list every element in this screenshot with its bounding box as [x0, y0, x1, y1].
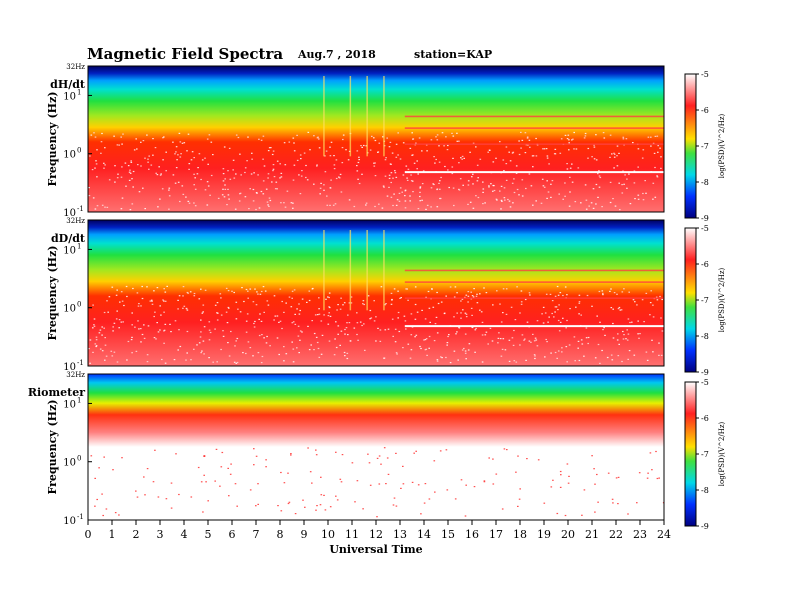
x-tick-label-6: 6: [229, 528, 236, 541]
colorbar-tick-3-1: -6: [701, 414, 709, 423]
y-tick-label-3-0: 10: [63, 399, 76, 410]
x-tick-label-1: 1: [109, 528, 116, 541]
colorbar-tick-2-2: -7: [701, 296, 709, 305]
x-tick-label-7: 7: [253, 528, 260, 541]
top-freq-label-3: 32Hz: [66, 371, 85, 379]
colorbar-tick-2-0: -5: [701, 224, 709, 233]
y-tick-label-3-1: 10: [63, 458, 76, 469]
x-tick-label-18: 18: [513, 528, 527, 541]
top-freq-label-2: 32Hz: [66, 217, 85, 225]
y-axis-label-3: Frequency (Hz): [46, 399, 59, 494]
x-tick-label-4: 4: [181, 528, 188, 541]
y-axis-label-1: Frequency (Hz): [46, 91, 59, 186]
colorbar-tick-1-1: -6: [701, 106, 709, 115]
x-tick-label-15: 15: [441, 528, 455, 541]
y-tick-exp-2-1: 0: [77, 301, 81, 309]
x-tick-label-24: 24: [657, 528, 671, 541]
y-tick-label-2-0: 10: [63, 245, 76, 256]
colorbar-tick-3-2: -7: [701, 450, 709, 459]
y-axis-label-2: Frequency (Hz): [46, 245, 59, 340]
colorbar-tick-2-1: -6: [701, 260, 709, 269]
x-tick-label-19: 19: [537, 528, 551, 541]
spectrogram-texture-2: [88, 285, 664, 364]
spectrogram-texture-1: [88, 131, 662, 211]
x-tick-label-8: 8: [277, 528, 284, 541]
colorbar-tick-2-3: -8: [701, 332, 709, 341]
panel-label-3: Riometer: [28, 386, 85, 399]
y-tick-exp-1-2: -1: [77, 205, 84, 213]
x-tick-label-9: 9: [301, 528, 308, 541]
y-tick-label-1-0: 10: [63, 91, 76, 102]
y-tick-label-2-2: 10: [63, 362, 76, 373]
colorbar-label-1: log(PSD)(V^2/Hz): [718, 113, 726, 178]
y-tick-exp-3-1: 0: [77, 455, 81, 463]
x-tick-label-22: 22: [609, 528, 623, 541]
y-tick-exp-2-0: 1: [77, 242, 81, 250]
colorbar-tick-3-4: -9: [701, 522, 709, 531]
colorbar-2: [684, 227, 697, 373]
colorbar-tick-3-3: -8: [701, 486, 709, 495]
y-tick-label-1-2: 10: [63, 208, 76, 219]
x-tick-label-12: 12: [369, 528, 383, 541]
spectrogram-2: [88, 220, 664, 366]
y-tick-exp-1-1: 0: [77, 147, 81, 155]
panel-label-2: dD/dt: [51, 232, 86, 245]
x-tick-label-17: 17: [489, 528, 503, 541]
y-tick-exp-2-2: -1: [77, 359, 84, 367]
colorbar-tick-3-0: -5: [701, 378, 709, 387]
colorbar-label-3: log(PSD)(V^2/Hz): [718, 421, 726, 486]
y-tick-exp-3-0: 1: [77, 396, 81, 404]
y-tick-label-2-1: 10: [63, 304, 76, 315]
y-tick-exp-3-2: -1: [77, 513, 84, 521]
colorbar-3: [684, 381, 697, 527]
y-tick-label-3-2: 10: [63, 516, 76, 527]
colorbar-tick-1-0: -5: [701, 70, 709, 79]
colorbar-label-2: log(PSD)(V^2/Hz): [718, 267, 726, 332]
colorbar-tick-1-2: -7: [701, 142, 709, 151]
panel-label-1: dH/dt: [50, 78, 86, 91]
colorbar-1: [684, 73, 697, 219]
x-tick-label-13: 13: [393, 528, 407, 541]
x-tick-label-23: 23: [633, 528, 647, 541]
date-label: Aug.7 , 2018: [298, 48, 376, 61]
x-tick-label-0: 0: [85, 528, 92, 541]
spectrogram-3: [88, 374, 664, 520]
x-tick-label-11: 11: [345, 528, 359, 541]
colorbar-tick-1-4: -9: [701, 214, 709, 223]
colorbar-tick-2-4: -9: [701, 368, 709, 377]
x-axis-label: Universal Time: [329, 543, 422, 556]
panel-frame-2: [87, 219, 665, 367]
station-label: station=KAP: [414, 48, 493, 61]
x-tick-label-16: 16: [465, 528, 479, 541]
spectrogram-texture-3: [90, 447, 665, 518]
x-tick-label-14: 14: [417, 528, 431, 541]
chart-title: Magnetic Field Spectra: [87, 45, 284, 63]
x-tick-label-10: 10: [321, 528, 335, 541]
spectrogram-1: [88, 66, 664, 212]
top-freq-label-1: 32Hz: [66, 63, 85, 71]
panel-frame-1: [87, 65, 665, 213]
colorbar-tick-1-3: -8: [701, 178, 709, 187]
x-tick-label-20: 20: [561, 528, 575, 541]
y-tick-label-1-1: 10: [63, 150, 76, 161]
x-tick-label-2: 2: [133, 528, 140, 541]
x-tick-label-3: 3: [157, 528, 164, 541]
x-tick-label-21: 21: [585, 528, 599, 541]
x-tick-label-5: 5: [205, 528, 212, 541]
y-tick-exp-1-0: 1: [77, 88, 81, 96]
